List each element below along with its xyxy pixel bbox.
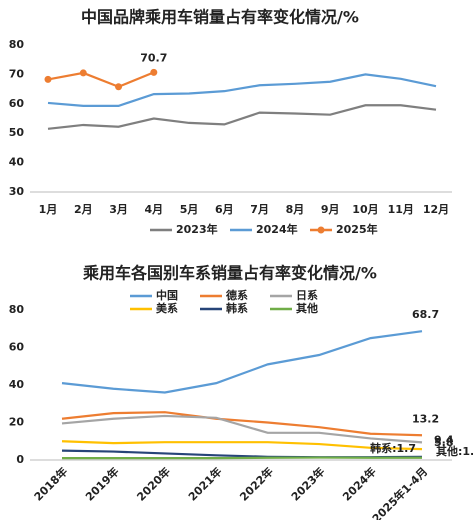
legend-marker <box>317 226 325 234</box>
legend-label: 中国 <box>156 288 178 302</box>
series-line <box>61 449 423 459</box>
y-tick-label: 60 <box>9 97 25 110</box>
series-line <box>61 330 423 394</box>
data-label: 70.7 <box>140 51 167 64</box>
x-tick-label: 2024年 <box>339 464 378 503</box>
series-line <box>61 414 423 444</box>
data-label: 9.4 <box>434 433 454 446</box>
legend-label: 韩系 <box>226 301 248 315</box>
x-tick-label: 3月 <box>109 203 128 216</box>
chart-title: 中国品牌乘用车销量占有率变化情况/% <box>81 8 359 27</box>
legend-label: 其他 <box>296 301 318 315</box>
point <box>150 68 158 76</box>
legend-label: 2023年 <box>176 222 218 236</box>
y-tick-label: 40 <box>9 156 25 169</box>
x-tick-label: 4月 <box>144 203 163 216</box>
y-tick-label: 70 <box>9 67 25 80</box>
series-line <box>47 71 155 88</box>
y-tick-label: 30 <box>9 185 25 198</box>
x-tick-label: 2018年 <box>31 464 70 503</box>
x-tick-label: 2025年1-4月 <box>369 464 430 520</box>
data-label: 其他:1.2 <box>436 444 473 458</box>
point <box>115 83 123 91</box>
x-tick-label: 2022年 <box>237 464 276 503</box>
data-label: 68.7 <box>412 308 439 321</box>
data-label: 5.8 <box>434 436 454 449</box>
y-tick-label: 60 <box>9 341 25 354</box>
point <box>44 75 52 83</box>
point <box>79 69 87 77</box>
x-tick-label: 7月 <box>250 203 269 216</box>
series-line <box>61 440 423 451</box>
y-tick-label: 80 <box>9 38 25 51</box>
x-tick-label: 2月 <box>74 203 93 216</box>
legend-label: 2025年 <box>336 222 378 236</box>
x-tick-label: 6月 <box>215 203 234 216</box>
series-line <box>47 73 437 107</box>
y-tick-label: 50 <box>9 126 25 139</box>
x-tick-label: 2021年 <box>185 464 224 503</box>
x-tick-label: 9月 <box>321 203 340 216</box>
data-label: 13.2 <box>412 412 439 425</box>
x-tick-label: 2019年 <box>82 464 121 503</box>
legend-label: 美系 <box>156 301 178 315</box>
legend-label: 2024年 <box>256 222 298 236</box>
x-tick-label: 8月 <box>286 203 305 216</box>
series-line <box>62 456 422 460</box>
x-tick-label: 5月 <box>180 203 199 216</box>
y-tick-label: 0 <box>16 453 24 466</box>
x-tick-label: 2023年 <box>288 464 327 503</box>
series-line <box>61 411 423 437</box>
x-tick-label: 2020年 <box>134 464 173 503</box>
y-tick-label: 80 <box>9 303 25 316</box>
legend-label: 德系 <box>225 288 248 302</box>
y-tick-label: 40 <box>9 378 25 391</box>
data-label: 韩系:1.7 <box>370 441 416 455</box>
y-tick-label: 20 <box>9 416 25 429</box>
x-tick-label: 12月 <box>423 203 449 216</box>
series-line <box>47 104 437 130</box>
legend-label: 日系 <box>296 288 318 302</box>
x-tick-label: 1月 <box>39 203 58 216</box>
chart-title: 乘用车各国别车系销量占有率变化情况/% <box>82 264 377 283</box>
x-tick-label: 11月 <box>388 203 414 216</box>
x-tick-label: 10月 <box>352 203 378 216</box>
